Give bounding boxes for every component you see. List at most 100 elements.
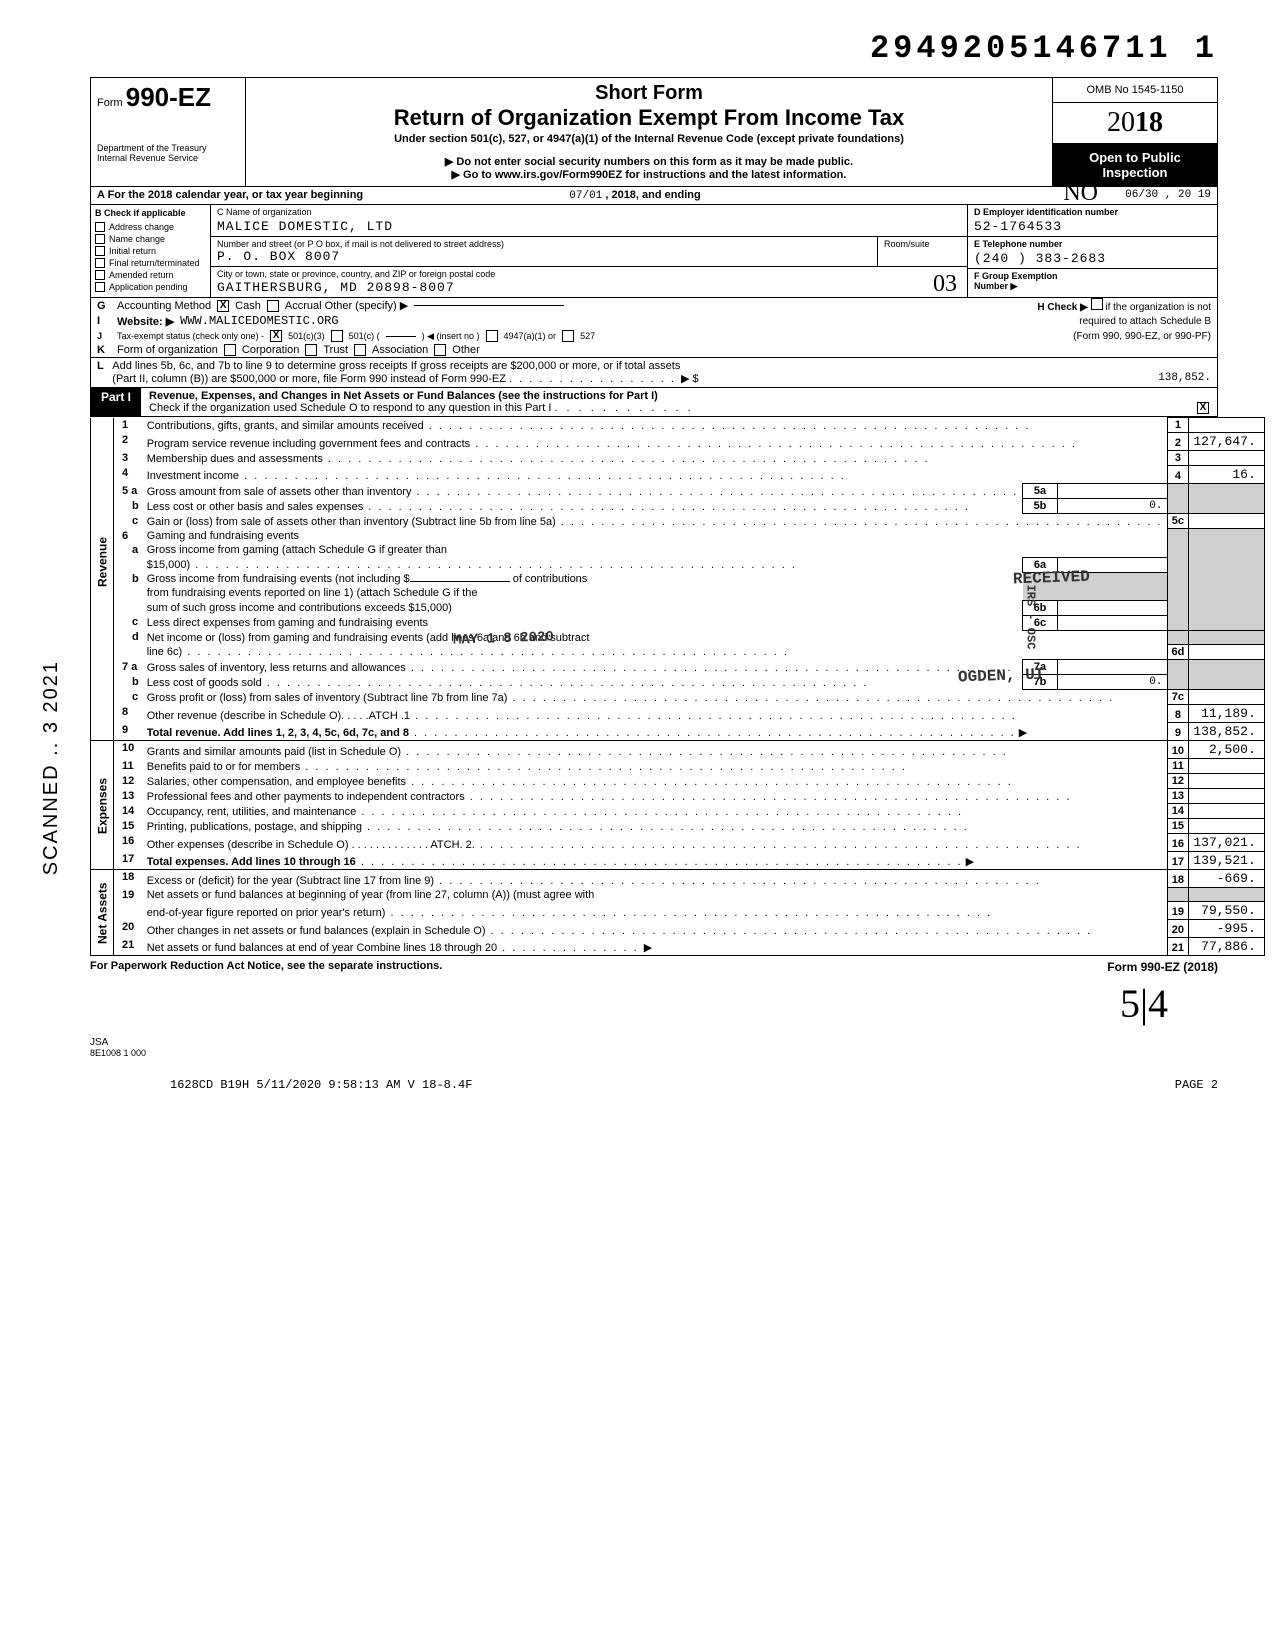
row-a: A For the 2018 calendar year, or tax yea… [90,187,1218,205]
line-8-desc: Other revenue (describe in Schedule O). … [143,705,1167,723]
year-bold: 18 [1135,107,1163,138]
accrual-checkbox[interactable] [267,300,279,312]
group-label: F Group Exemption [974,271,1211,281]
year-prefix: 20 [1107,107,1135,138]
line-5a-inner [1057,484,1167,499]
line-5c-amt [1189,514,1264,529]
org-name: MALICE DOMESTIC, LTD [217,219,961,234]
line-14-desc: Occupancy, rent, utilities, and maintena… [143,804,1167,819]
handwritten-signature: 5|4 [90,980,1218,1027]
line-4-desc: Investment income [143,466,1167,484]
header-left: Form 990-EZ Department of the Treasury I… [91,78,246,186]
line-6a-1: aGross income from gaming (attach Schedu… [91,543,1265,558]
h-checkbox[interactable] [1091,298,1103,310]
header-right: OMB No 1545-1150 2018 Open to Public Ins… [1052,78,1217,186]
line-5a: 5 aGross amount from sale of assets othe… [91,484,1265,499]
line-16: 16Other expenses (describe in Schedule O… [91,834,1265,852]
header-grid: B Check if applicable Address change Nam… [90,205,1218,298]
line-6: 6Gaming and fundraising events [91,529,1265,543]
row-l-text1: Add lines 5b, 6c, and 7b to line 9 to de… [112,360,680,372]
line-19-desc2: end-of-year figure reported on prior yea… [143,902,1167,920]
checkbox[interactable] [95,222,105,232]
tax-year-end-yr: , 20 19 [1165,189,1211,201]
corp-checkbox[interactable] [224,344,236,356]
cash-checkbox[interactable]: X [217,300,229,312]
line-6d-desc: Net income or (loss) from gaming and fun… [143,630,1167,645]
line-2: 2Program service revenue including gover… [91,433,1265,451]
chk-label: Initial return [109,246,156,256]
line-16-amt: 137,021. [1189,834,1264,852]
line-5b-desc: Less cost or other basis and sales expen… [143,499,1023,514]
checkbox[interactable] [95,234,105,244]
line-11: 11Benefits paid to or for members 11 [91,759,1265,774]
line-6d: d Net income or (loss) from gaming and f… [91,630,1265,645]
chk-name: Name change [95,234,206,244]
line-21: 21Net assets or fund balances at end of … [91,938,1265,956]
subtitle: Under section 501(c), 527, or 4947(a)(1)… [256,133,1042,145]
line-6b-desc: Gross income from fundraising events (no… [143,572,1023,586]
dept-treasury: Department of the Treasury [97,143,239,153]
line-17-amt: 139,521. [1189,852,1264,870]
line-7c: cGross profit or (loss) from sales of in… [91,690,1265,705]
website-value: WWW.MALICEDOMESTIC.ORG [180,314,338,328]
501c3-checkbox[interactable]: X [270,330,282,342]
line-20-amt: -995. [1189,920,1264,938]
col-d: D Employer identification number 52-1764… [967,205,1217,297]
tax-year-end: 06/30 [1125,189,1158,201]
501c3-label: 501(c)(3) [288,331,325,341]
bottom-line: 1628CD B19H 5/11/2020 9:58:13 AM V 18-8.… [90,1078,1218,1092]
rows-ghijk: G Accounting Method XCash Accrual Other … [90,298,1218,358]
main-table: Revenue 1 Contributions, gifts, grants, … [90,417,1265,956]
h-text: if the organization is not [1105,302,1211,313]
chk-label: Application pending [109,282,188,292]
row-a-mid: , 2018, and ending [605,189,700,201]
box-5a: 5a [1023,484,1058,499]
netassets-side-label: Net Assets [91,870,114,956]
room-suite: Room/suite [877,237,967,266]
line-6b-desc3: from fundraising events reported on line… [143,586,1023,600]
line-13-amt [1189,789,1264,804]
ogden-stamp: OGDEN, UT [957,665,1044,686]
line-13: 13Professional fees and other payments t… [91,789,1265,804]
phone-value: (240 ) 383-2683 [974,251,1211,266]
checkbox[interactable] [95,258,105,268]
scanned-stamp: SCANNED .. 3 2021 [40,660,63,875]
line-3-desc: Membership dues and assessments [143,451,1167,466]
dept-irs: Internal Revenue Service [97,153,239,163]
line-19-desc: Net assets or fund balances at beginning… [143,888,1167,902]
city-row: City or town, state or province, country… [211,267,967,298]
checkbox[interactable] [95,282,105,292]
revenue-side-label: Revenue [91,418,114,705]
addr-label: Number and street (or P O box, if mail i… [217,239,871,249]
527-checkbox[interactable] [562,330,574,342]
part-i-checkbox[interactable]: X [1197,402,1209,414]
501c-label-b: ) ◀ (insert no ) [422,331,480,342]
line-6b-3: sum of such gross income and contributio… [91,600,1265,615]
trust-checkbox[interactable] [305,344,317,356]
checkbox[interactable] [95,246,105,256]
assoc-checkbox[interactable] [354,344,366,356]
line-10-desc: Grants and similar amounts paid (list in… [143,741,1167,759]
goto-link: ▶ Go to www.irs.gov/Form990EZ for instru… [256,168,1042,181]
line-5a-desc: Gross amount from sale of assets other t… [143,484,1023,499]
501c-checkbox[interactable] [331,330,343,342]
line-6d-amt [1189,645,1264,660]
page-number: PAGE 2 [1175,1078,1218,1092]
line-15: 15Printing, publications, postage, and s… [91,819,1265,834]
accrual-label: Accrual Other (specify) ▶ [285,299,408,312]
row-k: K Form of organization Corporation Trust… [91,343,1217,357]
line-16-desc: Other expenses (describe in Schedule O) … [143,834,1167,852]
letter-l: L [97,360,104,372]
other-checkbox[interactable] [434,344,446,356]
phone-label: E Telephone number [974,239,1211,249]
4947-checkbox[interactable] [486,330,498,342]
line-6a-desc2: $15,000) [143,557,1023,572]
line-1: Revenue 1 Contributions, gifts, grants, … [91,418,1265,433]
row-l: L Add lines 5b, 6c, and 7b to line 9 to … [90,358,1218,388]
checkbox[interactable] [95,270,105,280]
cash-label: Cash [235,300,261,312]
501c-label: 501(c) ( [349,331,380,341]
form-num-value: 990-EZ [126,82,211,112]
line-7c-amt [1189,690,1264,705]
line-3-amt [1189,451,1264,466]
